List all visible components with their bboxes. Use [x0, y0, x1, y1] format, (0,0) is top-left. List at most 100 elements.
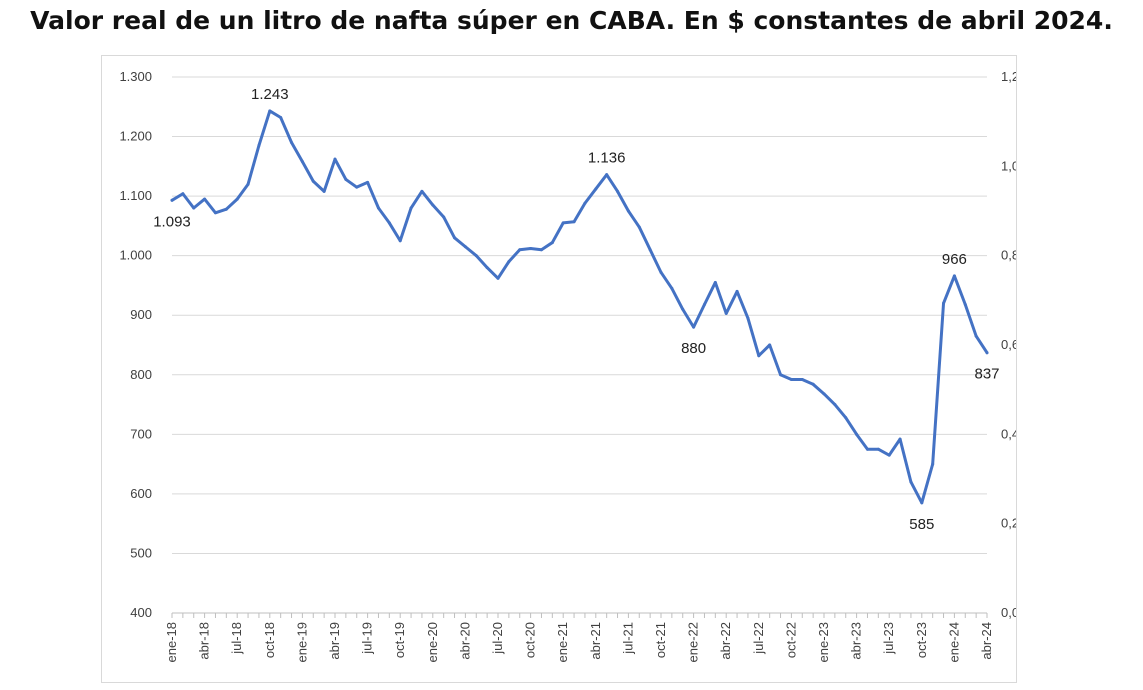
data-point — [409, 206, 413, 210]
data-point — [322, 189, 326, 193]
data-labels: 1.093 1.243 1.136 880 585 966 837 — [153, 86, 999, 533]
data-point — [279, 115, 283, 119]
data-label: 585 — [909, 516, 934, 533]
data-point — [724, 311, 728, 315]
data-point — [529, 247, 533, 251]
x-tick-label: ene-22 — [686, 622, 701, 662]
y-tick-label: 1.100 — [119, 188, 152, 203]
x-tick-label: oct-23 — [914, 622, 929, 658]
data-label: 1.243 — [251, 86, 289, 103]
data-point — [876, 447, 880, 451]
x-axis: ene-18 abr-18 jul-18 oct-18 ene-19 abr-19 jul-… — [164, 612, 994, 662]
data-point — [344, 177, 348, 181]
data-point — [931, 462, 935, 466]
data-point — [800, 378, 804, 382]
x-tick-label: jul-20 — [490, 622, 505, 655]
data-point — [942, 301, 946, 305]
data-label: 880 — [681, 340, 706, 357]
x-tick-label: jul-22 — [751, 622, 766, 655]
x-tick-label: oct-18 — [262, 622, 277, 658]
data-point — [605, 173, 609, 177]
data-point — [833, 403, 837, 407]
data-point — [550, 241, 554, 245]
data-point — [539, 248, 543, 252]
data-point — [311, 179, 315, 183]
y-axis-right: 1,20 1,00 0,80 0,60 0,40 0,20 0,00 — [1001, 69, 1016, 620]
data-point — [203, 197, 207, 201]
x-tick-label: ene-19 — [294, 622, 309, 662]
y-tick-label: 500 — [130, 545, 152, 560]
data-point — [387, 221, 391, 225]
y2-tick-label: 0,80 — [1001, 248, 1016, 263]
data-point — [909, 480, 913, 484]
data-point — [670, 286, 674, 290]
data-point — [463, 245, 467, 249]
data-point — [431, 203, 435, 207]
data-point — [811, 382, 815, 386]
data-point — [453, 236, 457, 240]
data-point — [779, 373, 783, 377]
line-chart: 1.300 1.200 1.100 1.000 900 800 700 600 500 400 1… — [119, 69, 1016, 662]
x-tick-label: abr-21 — [588, 622, 603, 660]
data-point — [442, 215, 446, 219]
data-point — [398, 239, 402, 243]
data-point — [855, 432, 859, 436]
data-point — [235, 197, 239, 201]
data-point — [572, 220, 576, 224]
y2-tick-label: 0,40 — [1001, 426, 1016, 441]
y2-tick-label: 0,60 — [1001, 337, 1016, 352]
x-tick-label: ene-21 — [555, 622, 570, 662]
x-tick-label: oct-20 — [523, 622, 538, 658]
y-tick-label: 1.200 — [119, 129, 152, 144]
data-point — [822, 392, 826, 396]
data-point — [974, 334, 978, 338]
data-point — [355, 185, 359, 189]
data-point — [257, 143, 261, 147]
data-point — [518, 248, 522, 252]
data-point — [746, 316, 750, 320]
data-point — [648, 248, 652, 252]
x-tick-label: jul-18 — [229, 622, 244, 655]
x-tick-label: oct-22 — [783, 622, 798, 658]
y-tick-label: 700 — [130, 426, 152, 441]
data-point — [507, 260, 511, 264]
series-line — [170, 109, 989, 505]
y-axis-left: 1.300 1.200 1.100 1.000 900 800 700 600 500 400 — [119, 69, 152, 620]
data-point — [224, 207, 228, 211]
data-point — [583, 201, 587, 205]
x-tick-label: oct-21 — [653, 622, 668, 658]
y-tick-label: 600 — [130, 486, 152, 501]
gridlines — [172, 76, 987, 614]
data-point — [844, 416, 848, 420]
data-point — [920, 501, 924, 505]
data-point — [692, 325, 696, 329]
chart-title: Valor real de un litro de nafta súper en… — [30, 6, 1113, 35]
data-point — [594, 187, 598, 191]
x-tick-label: ene-18 — [164, 622, 179, 662]
data-point — [702, 303, 706, 307]
data-point — [561, 221, 565, 225]
x-tick-label: jul-19 — [360, 622, 375, 655]
x-tick-label: jul-23 — [881, 622, 896, 655]
data-point — [789, 378, 793, 382]
data-label: 1.136 — [588, 150, 626, 167]
data-point — [681, 307, 685, 311]
series-layer — [170, 109, 989, 505]
data-point — [626, 209, 630, 213]
data-point — [735, 289, 739, 293]
data-point — [496, 276, 500, 280]
data-point — [637, 225, 641, 229]
data-point — [366, 180, 370, 184]
data-point — [985, 351, 989, 355]
y-tick-label: 400 — [130, 605, 152, 620]
data-point — [963, 303, 967, 307]
data-point — [659, 270, 663, 274]
data-point — [865, 447, 869, 451]
x-tick-label: oct-19 — [392, 622, 407, 658]
data-point — [192, 206, 196, 210]
data-point — [768, 343, 772, 347]
data-point — [474, 254, 478, 258]
data-point — [757, 354, 761, 358]
x-tick-label: jul-21 — [620, 622, 635, 655]
data-point — [420, 189, 424, 193]
